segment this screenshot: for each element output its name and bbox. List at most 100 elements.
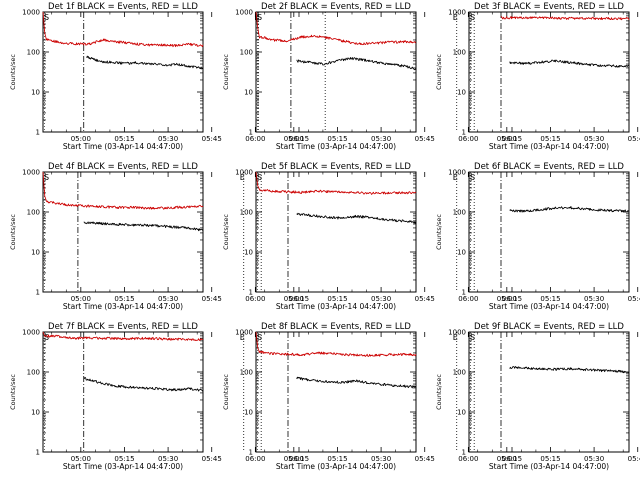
chart-det8: Det 8f BLACK = Events, RED = LLD11010010… bbox=[222, 322, 522, 471]
y-axis-label: Counts/sec bbox=[222, 374, 230, 410]
chart-title: Det 1f BLACK = Events, RED = LLD bbox=[48, 2, 198, 12]
x-axis-label: Start Time (03-Apr-14 04:47:00) bbox=[276, 302, 396, 311]
series-events-line bbox=[296, 212, 417, 237]
y-tick-label: 10 bbox=[457, 249, 466, 257]
series-lld-line bbox=[255, 11, 417, 46]
x-tick-label: 06:00 bbox=[245, 135, 265, 143]
plot-frame bbox=[255, 11, 417, 133]
x-axis-label: Start Time (03-Apr-14 04:47:00) bbox=[489, 462, 609, 471]
y-axis: 1 10 100 1000 bbox=[448, 9, 629, 137]
x-tick-label: 05:15 bbox=[327, 455, 347, 463]
chart-title: Det 2f BLACK = Events, RED = LLD bbox=[261, 2, 411, 12]
plot-frame bbox=[468, 171, 630, 293]
y-axis: 1 10 100 1000 bbox=[448, 169, 629, 297]
y-tick-label: 10 bbox=[244, 89, 253, 97]
plot-frame bbox=[468, 11, 630, 133]
x-axis-label: Start Time (03-Apr-14 04:47:00) bbox=[276, 462, 396, 471]
series-events-line bbox=[83, 221, 204, 245]
plot-frame bbox=[42, 11, 204, 133]
y-axis-label: Counts/sec bbox=[435, 374, 443, 410]
y-tick-label: 100 bbox=[27, 369, 40, 377]
y-tick-label: 10 bbox=[31, 89, 40, 97]
x-tick-label: 05:00 bbox=[284, 295, 304, 303]
x-tick-label: 06:00 bbox=[458, 455, 478, 463]
x-axis-label: Start Time (03-Apr-14 04:47:00) bbox=[489, 142, 609, 151]
end-marker-label: E bbox=[240, 333, 245, 342]
start-marker-label: S bbox=[44, 13, 49, 22]
y-tick-label: 1000 bbox=[448, 329, 466, 337]
start-marker-label: S bbox=[44, 333, 49, 342]
x-tick-label: 06:15 bbox=[502, 295, 522, 303]
chart-title: Det 5f BLACK = Events, RED = LLD bbox=[261, 162, 411, 172]
y-tick-label: 100 bbox=[27, 49, 40, 57]
start-marker-label: S bbox=[257, 173, 262, 182]
x-tick-label: 06:15 bbox=[289, 295, 309, 303]
y-tick-label: 10 bbox=[457, 409, 466, 417]
y-tick-label: 10 bbox=[244, 249, 253, 257]
chart-title: Det 6f BLACK = Events, RED = LLD bbox=[474, 162, 624, 172]
x-axis-label: Start Time (03-Apr-14 04:47:00) bbox=[63, 302, 183, 311]
chart-det7: Det 7f BLACK = Events, RED = LLD11010010… bbox=[9, 322, 309, 471]
end-marker-label: E bbox=[453, 173, 458, 182]
y-axis: 1 10 100 1000 bbox=[235, 329, 416, 457]
y-tick-label: 100 bbox=[453, 49, 466, 57]
start-marker-label: S bbox=[470, 333, 475, 342]
series-events-line bbox=[86, 55, 204, 88]
x-tick-label: 05:15 bbox=[327, 135, 347, 143]
y-tick-label: 1000 bbox=[448, 169, 466, 177]
x-tick-label: 05:45 bbox=[628, 455, 640, 463]
y-tick-label: 10 bbox=[31, 249, 40, 257]
series-lld-line bbox=[42, 171, 204, 210]
x-tick-label: 05:30 bbox=[584, 135, 604, 143]
chart-title: Det 9f BLACK = Events, RED = LLD bbox=[474, 322, 624, 332]
x-tick-label: 05:30 bbox=[371, 455, 391, 463]
y-tick-label: 1000 bbox=[22, 9, 40, 17]
x-tick-label: 06:15 bbox=[502, 135, 522, 143]
y-tick-label: 100 bbox=[240, 209, 253, 217]
x-tick-label: 05:30 bbox=[158, 135, 178, 143]
x-axis-label: Start Time (03-Apr-14 04:47:00) bbox=[489, 302, 609, 311]
series-events-line bbox=[296, 376, 417, 402]
chart-title: Det 7f BLACK = Events, RED = LLD bbox=[48, 322, 198, 332]
chart-det4: Det 4f BLACK = Events, RED = LLD11010010… bbox=[9, 162, 309, 311]
plot-frame bbox=[468, 331, 630, 453]
series-lld-line bbox=[42, 331, 204, 341]
y-axis: 1 10 100 1000 bbox=[448, 329, 629, 457]
x-tick-label: 05:15 bbox=[114, 455, 134, 463]
x-tick-label: 05:45 bbox=[202, 135, 222, 143]
start-marker-label: S bbox=[257, 13, 262, 22]
x-tick-label: 06:00 bbox=[458, 135, 478, 143]
x-tick-label: 05:45 bbox=[628, 295, 640, 303]
x-tick-label: 05:00 bbox=[284, 135, 304, 143]
series-lld-line bbox=[42, 11, 204, 48]
end-marker-label: E bbox=[240, 173, 245, 182]
y-axis-label: Counts/sec bbox=[435, 54, 443, 90]
x-tick-label: 05:00 bbox=[497, 135, 517, 143]
series-events-line bbox=[509, 366, 630, 381]
chart-det6: Det 6f BLACK = Events, RED = LLD 1 10 100 10… bbox=[435, 162, 640, 311]
x-axis-label: Start Time (03-Apr-14 04:47:00) bbox=[63, 462, 183, 471]
x-tick-label: 05:00 bbox=[284, 455, 304, 463]
x-tick-label: 05:00 bbox=[497, 295, 517, 303]
y-tick-label: 1 bbox=[249, 449, 253, 457]
x-tick-label: 05:00 bbox=[71, 135, 91, 143]
start-marker-label: S bbox=[470, 13, 475, 22]
x-tick-label: 05:45 bbox=[415, 135, 435, 143]
y-tick-label: 1000 bbox=[448, 9, 466, 17]
x-axis-label: Start Time (03-Apr-14 04:47:00) bbox=[276, 142, 396, 151]
x-tick-label: 05:00 bbox=[71, 455, 91, 463]
chart-title: Det 3f BLACK = Events, RED = LLD bbox=[474, 2, 624, 12]
y-tick-label: 1 bbox=[462, 449, 466, 457]
y-tick-label: 1000 bbox=[235, 169, 253, 177]
y-axis: 1 10 100 1000 bbox=[22, 329, 203, 457]
x-tick-label: 05:15 bbox=[327, 295, 347, 303]
end-marker-label: E bbox=[453, 333, 458, 342]
x-tick-label: 05:45 bbox=[628, 135, 640, 143]
